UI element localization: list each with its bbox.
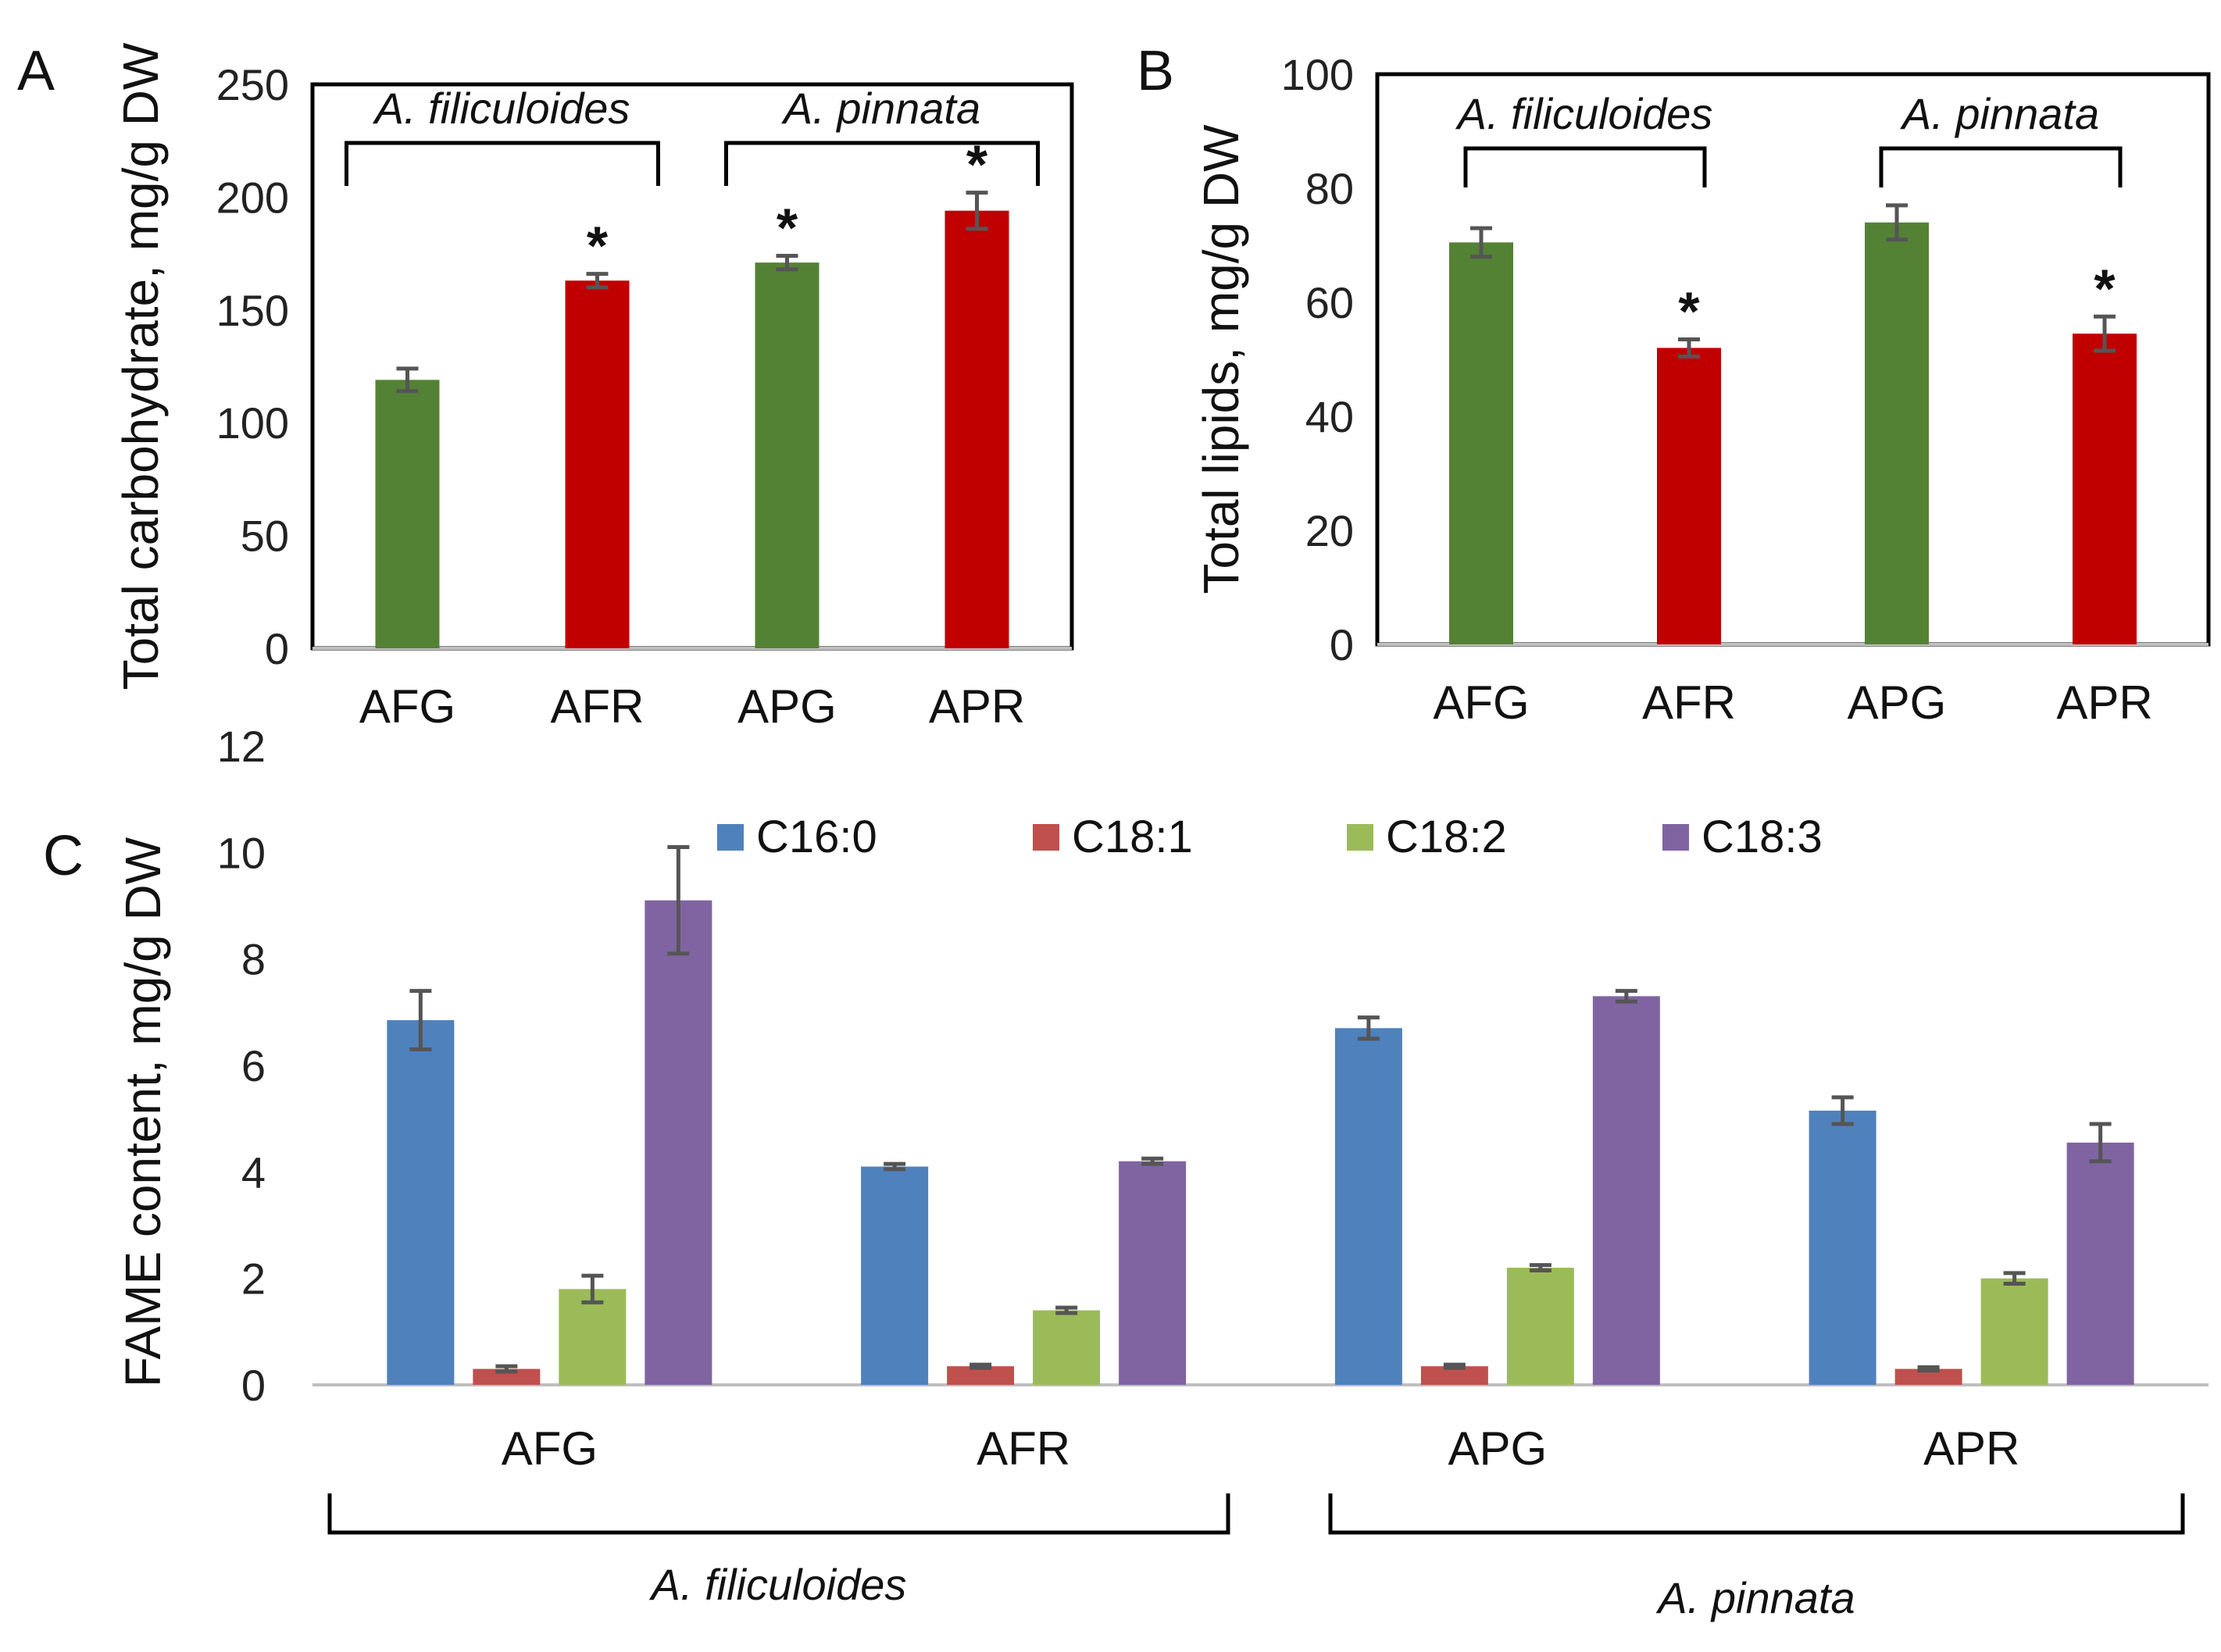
x-tick-label: AFR [1642, 676, 1736, 729]
y-tick-label: 10 [217, 828, 266, 877]
legend-label: C18:1 [1072, 812, 1193, 862]
legend-swatch-c18-1 [1033, 824, 1059, 851]
legend-swatch-c18-3 [1662, 824, 1689, 851]
y-tick-label: 0 [1330, 620, 1354, 669]
panel-c-fame-chart: C 0 2 4 6 8 10 12 FAME content, mg/g DW C16:0 C18:… [43, 722, 2209, 1622]
bar-apr-c16-0 [1809, 1110, 1876, 1385]
bar-afg-c18-2 [559, 1289, 627, 1385]
bar-apr [2073, 334, 2137, 644]
y-tick-label: 4 [241, 1147, 266, 1197]
bar-apg [1865, 222, 1929, 644]
x-tick-label: AFG [1433, 676, 1529, 729]
bar-afg-c16-0 [387, 1020, 455, 1385]
significance-marker: * [587, 216, 609, 277]
bar-afg-c18-3 [645, 900, 712, 1385]
group-label: A. filiculoides [1455, 89, 1713, 138]
y-tick-label: 40 [1305, 392, 1354, 441]
x-tick-label: APG [1848, 676, 1947, 729]
bar-afr [1657, 348, 1721, 644]
group-label: A. filiculoides [649, 1560, 907, 1609]
x-tick-label: AFG [502, 1422, 598, 1475]
y-tick-label: 80 [1305, 164, 1354, 213]
y-tick-label: 8 [241, 935, 266, 984]
panel-b-lipids-chart: B 0 20 40 60 80 100 Total lipids, mg/g DW AFG * AF… [1137, 40, 2211, 729]
y-tick-label: 200 [216, 173, 289, 222]
group-bracket [1328, 1493, 2185, 1535]
bar-afr-c18-2 [1033, 1310, 1101, 1385]
significance-marker: * [777, 197, 798, 258]
bar-apr-c18-2 [1980, 1278, 2048, 1385]
y-tick-label: 250 [216, 60, 289, 109]
group-bracket [724, 141, 1040, 186]
group-label: A. pinnata [1655, 1573, 1855, 1622]
x-tick-label: APR [2056, 676, 2152, 729]
bar-afg-c18-1 [473, 1368, 541, 1385]
bar-afg [1449, 242, 1513, 645]
bar-afr-c16-0 [861, 1166, 929, 1385]
y-tick-label: 12 [217, 722, 266, 771]
group-label: A. filiculoides [373, 84, 630, 133]
bar-apr-c18-1 [1894, 1368, 1962, 1385]
bar-afg [375, 380, 440, 648]
y-tick-label: 100 [1281, 50, 1354, 99]
group-bracket [327, 1493, 1230, 1535]
y-tick-label: 100 [216, 398, 289, 448]
group-bracket [345, 141, 660, 186]
x-tick-label: AFR [551, 680, 645, 733]
significance-marker: * [2094, 258, 2116, 319]
x-tick-label: APR [1923, 1422, 2019, 1475]
panel-letter: C [43, 825, 84, 887]
x-tick-label: APG [737, 680, 837, 733]
x-tick-label: AFG [359, 680, 455, 733]
y-tick-label: 150 [216, 286, 289, 335]
legend-label: C18:3 [1701, 812, 1823, 862]
bar-apg-c18-2 [1506, 1268, 1574, 1385]
y-tick-label: 0 [265, 624, 289, 673]
y-axis-label: Total carbohydrate, mg/g DW [112, 42, 169, 690]
group-bracket [1463, 146, 1707, 187]
y-tick-label: 20 [1305, 506, 1354, 555]
legend-swatch-c18-2 [1347, 824, 1373, 851]
y-tick-label: 50 [241, 512, 289, 561]
bar-afr-c18-1 [947, 1366, 1015, 1385]
bar-afr-c18-3 [1119, 1161, 1187, 1385]
panel-a-carbohydrate-chart: A 0 50 100 150 200 250 Total carbohydrate, mg/g… [17, 40, 1074, 733]
y-tick-label: 0 [241, 1361, 266, 1410]
y-tick-label: 6 [241, 1041, 266, 1090]
group-label: A. pinnata [1900, 89, 2099, 138]
x-tick-label: APR [929, 680, 1025, 733]
bar-apr [944, 210, 1009, 648]
panel-letter: B [1137, 40, 1174, 102]
panel-letter: A [17, 40, 55, 102]
x-tick-label: APG [1448, 1422, 1548, 1475]
bar-apr-c18-3 [2066, 1142, 2134, 1385]
legend-swatch-c16-0 [717, 824, 744, 851]
significance-marker: * [1678, 280, 1700, 341]
group-bracket [1879, 146, 2123, 187]
legend-label: C18:2 [1386, 812, 1507, 862]
bar-afr [565, 280, 630, 648]
y-axis-label: FAME content, mg/g DW [115, 837, 171, 1387]
y-tick-label: 2 [241, 1254, 266, 1304]
y-axis-label: Total lipids, mg/g DW [1193, 124, 1249, 594]
bar-apg-c18-1 [1420, 1366, 1488, 1385]
group-label: A. pinnata [781, 84, 980, 133]
bar-apg-c18-3 [1592, 996, 1660, 1385]
bar-apg-c16-0 [1334, 1028, 1402, 1385]
x-tick-label: AFR [977, 1422, 1070, 1475]
y-tick-label: 60 [1305, 278, 1354, 327]
legend-label: C16:0 [756, 812, 877, 862]
bar-apg [755, 262, 819, 648]
